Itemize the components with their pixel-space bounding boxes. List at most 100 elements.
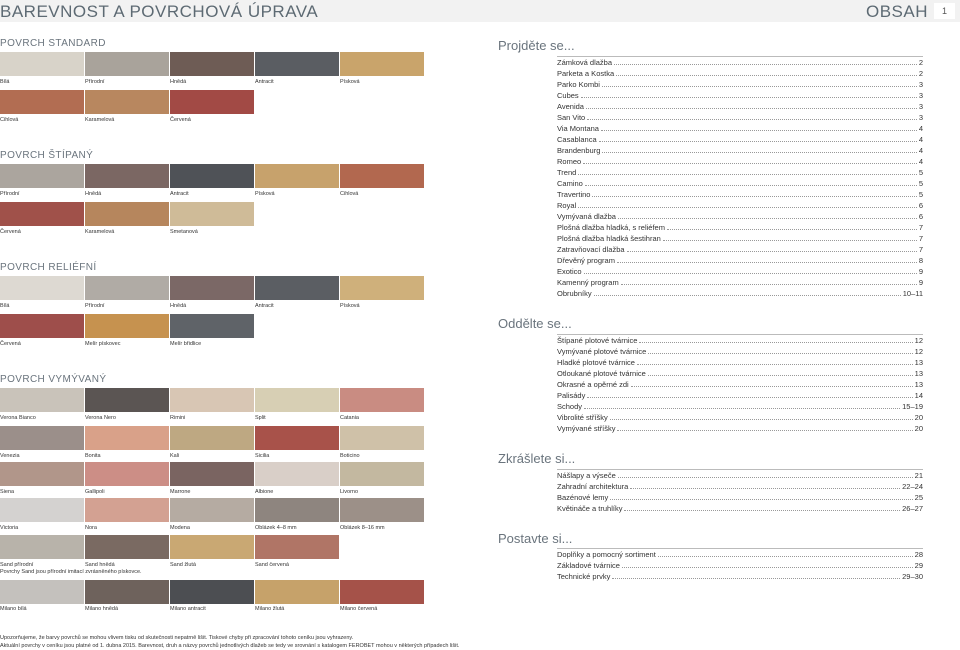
section-heading: POVRCH ŠTÍPANÝ xyxy=(0,150,94,161)
toc-divider xyxy=(557,548,923,549)
color-swatch[interactable] xyxy=(255,388,339,412)
toc-entry[interactable]: Obrubníky 10–11 xyxy=(557,289,923,300)
toc-entry[interactable]: Doplňky a pomocný sortiment 28 xyxy=(557,550,923,561)
toc-entry[interactable]: Zatravňovací dlažba 7 xyxy=(557,245,923,256)
color-swatch[interactable] xyxy=(255,426,339,450)
color-swatch[interactable] xyxy=(170,388,254,412)
color-swatch[interactable] xyxy=(170,276,254,300)
color-swatch[interactable] xyxy=(0,462,84,486)
color-swatch[interactable] xyxy=(170,498,254,522)
color-swatch[interactable] xyxy=(0,580,84,604)
toc-entry-page: 20 xyxy=(914,424,923,433)
toc-entry[interactable]: Cubes 3 xyxy=(557,91,923,102)
swatch-label: Hnědá xyxy=(170,79,187,85)
toc-entry[interactable]: Vibrolité stříšky 20 xyxy=(557,413,923,424)
toc-leader-dots xyxy=(624,505,901,511)
color-swatch[interactable] xyxy=(0,202,84,226)
color-swatch[interactable] xyxy=(85,388,169,412)
toc-entry[interactable]: Avenida 3 xyxy=(557,102,923,113)
color-swatch[interactable] xyxy=(85,202,169,226)
toc-entry-page: 9 xyxy=(918,278,923,287)
color-swatch[interactable] xyxy=(340,164,424,188)
toc-entry[interactable]: Kamenný program 9 xyxy=(557,278,923,289)
toc-entry[interactable]: Romeo 4 xyxy=(557,157,923,168)
color-swatch[interactable] xyxy=(170,52,254,76)
color-swatch[interactable] xyxy=(340,462,424,486)
color-swatch[interactable] xyxy=(0,314,84,338)
color-swatch[interactable] xyxy=(0,426,84,450)
color-swatch[interactable] xyxy=(170,164,254,188)
color-swatch[interactable] xyxy=(170,426,254,450)
toc-entry[interactable]: Zámková dlažba 2 xyxy=(557,58,923,69)
color-swatch[interactable] xyxy=(85,498,169,522)
color-swatch[interactable] xyxy=(85,164,169,188)
color-swatch[interactable] xyxy=(85,90,169,114)
color-swatch[interactable] xyxy=(0,90,84,114)
toc-entry[interactable]: Casablanca 4 xyxy=(557,135,923,146)
toc-entry[interactable]: Parketa a Kostka 2 xyxy=(557,69,923,80)
color-swatch[interactable] xyxy=(340,388,424,412)
color-swatch[interactable] xyxy=(0,498,84,522)
toc-entry[interactable]: Technické prvky 29–30 xyxy=(557,572,923,583)
color-swatch[interactable] xyxy=(85,276,169,300)
toc-entry[interactable]: Royal 6 xyxy=(557,201,923,212)
color-swatch[interactable] xyxy=(170,90,254,114)
toc-entry[interactable]: Základové tvárnice 29 xyxy=(557,561,923,572)
toc-entry-page: 29–30 xyxy=(902,572,923,581)
color-swatch[interactable] xyxy=(85,52,169,76)
toc-entry[interactable]: Exotico 9 xyxy=(557,267,923,278)
color-swatch[interactable] xyxy=(340,276,424,300)
color-swatch[interactable] xyxy=(340,498,424,522)
color-swatch[interactable] xyxy=(85,462,169,486)
color-swatch[interactable] xyxy=(170,580,254,604)
toc-entry[interactable]: Květináče a truhlíky 26–27 xyxy=(557,504,923,515)
color-swatch[interactable] xyxy=(255,580,339,604)
toc-entry[interactable]: Brandenburg 4 xyxy=(557,146,923,157)
color-swatch[interactable] xyxy=(0,164,84,188)
toc-entry[interactable]: Nášlapy a výseče 21 xyxy=(557,471,923,482)
color-swatch[interactable] xyxy=(255,164,339,188)
swatch-label: Milano červená xyxy=(340,606,378,612)
toc-entry[interactable]: Bazénové lemy 25 xyxy=(557,493,923,504)
toc-entry[interactable]: Plošná dlažba hladká šestihran 7 xyxy=(557,234,923,245)
color-swatch[interactable] xyxy=(170,535,254,559)
toc-entry[interactable]: San Vito 3 xyxy=(557,113,923,124)
toc-entry[interactable]: Palisády 14 xyxy=(557,391,923,402)
color-swatch[interactable] xyxy=(0,535,84,559)
toc-entry[interactable]: Vymývaná dlažba 6 xyxy=(557,212,923,223)
color-swatch[interactable] xyxy=(85,580,169,604)
toc-entry[interactable]: Vymývané stříšky 20 xyxy=(557,424,923,435)
toc-entry-title: Avenida xyxy=(557,102,584,111)
color-swatch[interactable] xyxy=(0,276,84,300)
color-swatch[interactable] xyxy=(0,388,84,412)
color-swatch[interactable] xyxy=(170,202,254,226)
toc-entry[interactable]: Otloukané plotové tvárnice 13 xyxy=(557,369,923,380)
color-swatch[interactable] xyxy=(255,276,339,300)
color-swatch[interactable] xyxy=(340,52,424,76)
toc-entry[interactable]: Camino 5 xyxy=(557,179,923,190)
color-swatch[interactable] xyxy=(255,52,339,76)
color-swatch[interactable] xyxy=(85,426,169,450)
toc-entry[interactable]: Schody 15–19 xyxy=(557,402,923,413)
toc-entry[interactable]: Dřevěný program 8 xyxy=(557,256,923,267)
toc-entry[interactable]: Hladké plotové tvárnice 13 xyxy=(557,358,923,369)
toc-entry[interactable]: Trend 5 xyxy=(557,168,923,179)
toc-entry[interactable]: Travertino 5 xyxy=(557,190,923,201)
toc-entry[interactable]: Štípané plotové tvárnice 12 xyxy=(557,336,923,347)
color-swatch[interactable] xyxy=(85,535,169,559)
toc-entry[interactable]: Okrasné a opěrné zdi 13 xyxy=(557,380,923,391)
color-swatch[interactable] xyxy=(255,462,339,486)
toc-entry[interactable]: Via Montana 4 xyxy=(557,124,923,135)
color-swatch[interactable] xyxy=(85,314,169,338)
color-swatch[interactable] xyxy=(170,462,254,486)
color-swatch[interactable] xyxy=(170,314,254,338)
color-swatch[interactable] xyxy=(340,426,424,450)
toc-entry[interactable]: Parko Kombi 3 xyxy=(557,80,923,91)
toc-entry[interactable]: Zahradní architektura 22–24 xyxy=(557,482,923,493)
color-swatch[interactable] xyxy=(340,580,424,604)
toc-entry[interactable]: Vymývané plotové tvárnice 12 xyxy=(557,347,923,358)
toc-entry[interactable]: Plošná dlažba hladká, s reliéfem 7 xyxy=(557,223,923,234)
color-swatch[interactable] xyxy=(255,535,339,559)
color-swatch[interactable] xyxy=(0,52,84,76)
color-swatch[interactable] xyxy=(255,498,339,522)
